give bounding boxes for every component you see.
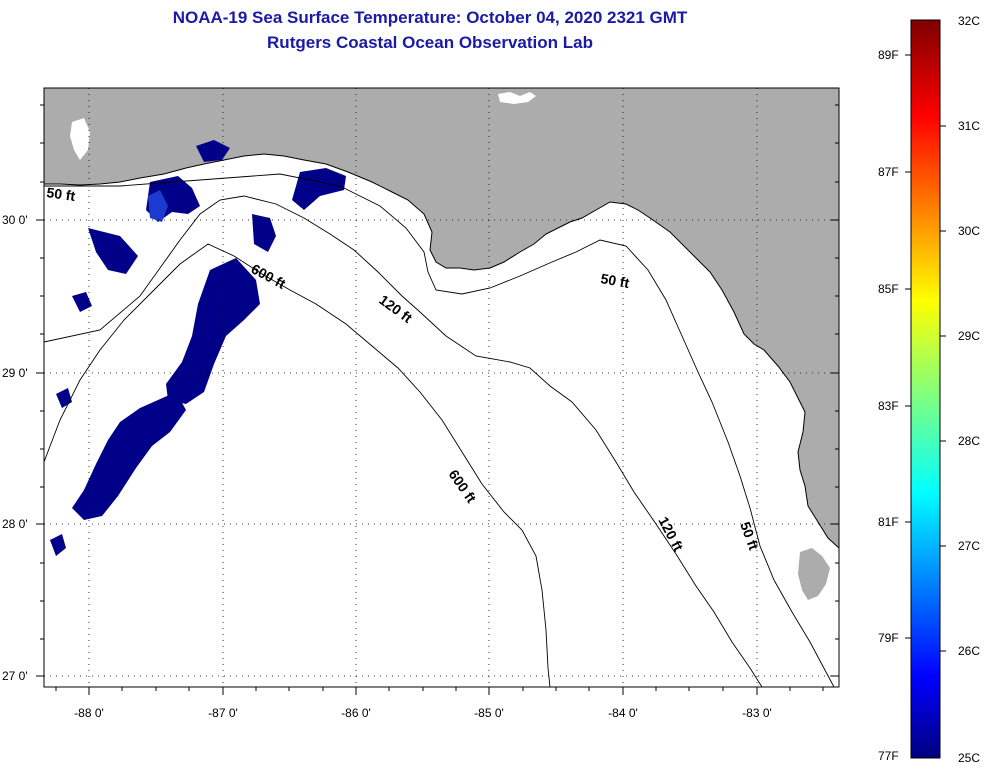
lat-lon-grid: [44, 88, 839, 687]
colorbar-gradient: [910, 19, 941, 759]
lat-label: 30 0': [2, 213, 28, 227]
colorbar-c-label: 30C: [958, 224, 980, 238]
lon-label: -86 0': [341, 706, 371, 720]
plot-frame: [43, 87, 840, 688]
colorbar-c-label: 25C: [958, 751, 980, 765]
coastline: [44, 153, 839, 549]
sst-cold-patches: [50, 140, 346, 556]
lon-label: -87 0': [208, 706, 238, 720]
contour-50ft: [44, 173, 835, 687]
colorbar-c-label: 31C: [958, 119, 980, 133]
colorbar-f-label: 81F: [878, 515, 899, 529]
lon-label: -83 0': [742, 706, 772, 720]
lat-labels: 30 0' 29 0' 28 0' 27 0': [2, 213, 28, 683]
colorbar-c-label: 32C: [958, 14, 980, 28]
colorbar-f-label: 77F: [878, 749, 899, 763]
peninsula-point: [798, 548, 830, 600]
contour-120ft: [44, 195, 763, 687]
lon-label: -85 0': [474, 706, 504, 720]
colorbar-f-label: 85F: [878, 282, 899, 296]
lat-label: 29 0': [2, 366, 28, 380]
colorbar-f-label: 83F: [878, 399, 899, 413]
colorbar-c-label: 29C: [958, 329, 980, 343]
lon-label: -88 0': [74, 706, 104, 720]
colorbar-f-label: 87F: [878, 165, 899, 179]
colorbar: 89F 87F 85F 83F 81F 79F 77F 32C 31C 30C …: [878, 14, 980, 765]
sst-cool-spot: [148, 190, 168, 222]
inland-water: [498, 92, 536, 104]
inland-water-bay: [70, 118, 90, 160]
colorbar-ticks: [905, 54, 946, 652]
plot-area: [44, 88, 839, 687]
depth-contours: [44, 173, 835, 687]
map-title: NOAA-19 Sea Surface Temperature: October…: [172, 8, 688, 27]
lon-labels: -88 0' -87 0' -86 0' -85 0' -84 0' -83 0…: [74, 706, 772, 720]
contour-600ft: [44, 243, 551, 687]
colorbar-f-label: 79F: [878, 631, 899, 645]
colorbar-f-label: 89F: [878, 48, 899, 62]
axis-ticks: [36, 104, 839, 695]
land-mass: [44, 88, 839, 548]
depth-label: 50 ft: [599, 270, 630, 291]
depth-label: 50 ft: [46, 184, 77, 204]
lat-label: 27 0': [2, 669, 28, 683]
map-subtitle: Rutgers Coastal Ocean Observation Lab: [267, 33, 593, 52]
lon-label: -84 0': [608, 706, 638, 720]
colorbar-c-label: 28C: [958, 434, 980, 448]
colorbar-c-label: 26C: [958, 644, 980, 658]
lat-label: 28 0': [2, 517, 28, 531]
colorbar-c-label: 27C: [958, 539, 980, 553]
